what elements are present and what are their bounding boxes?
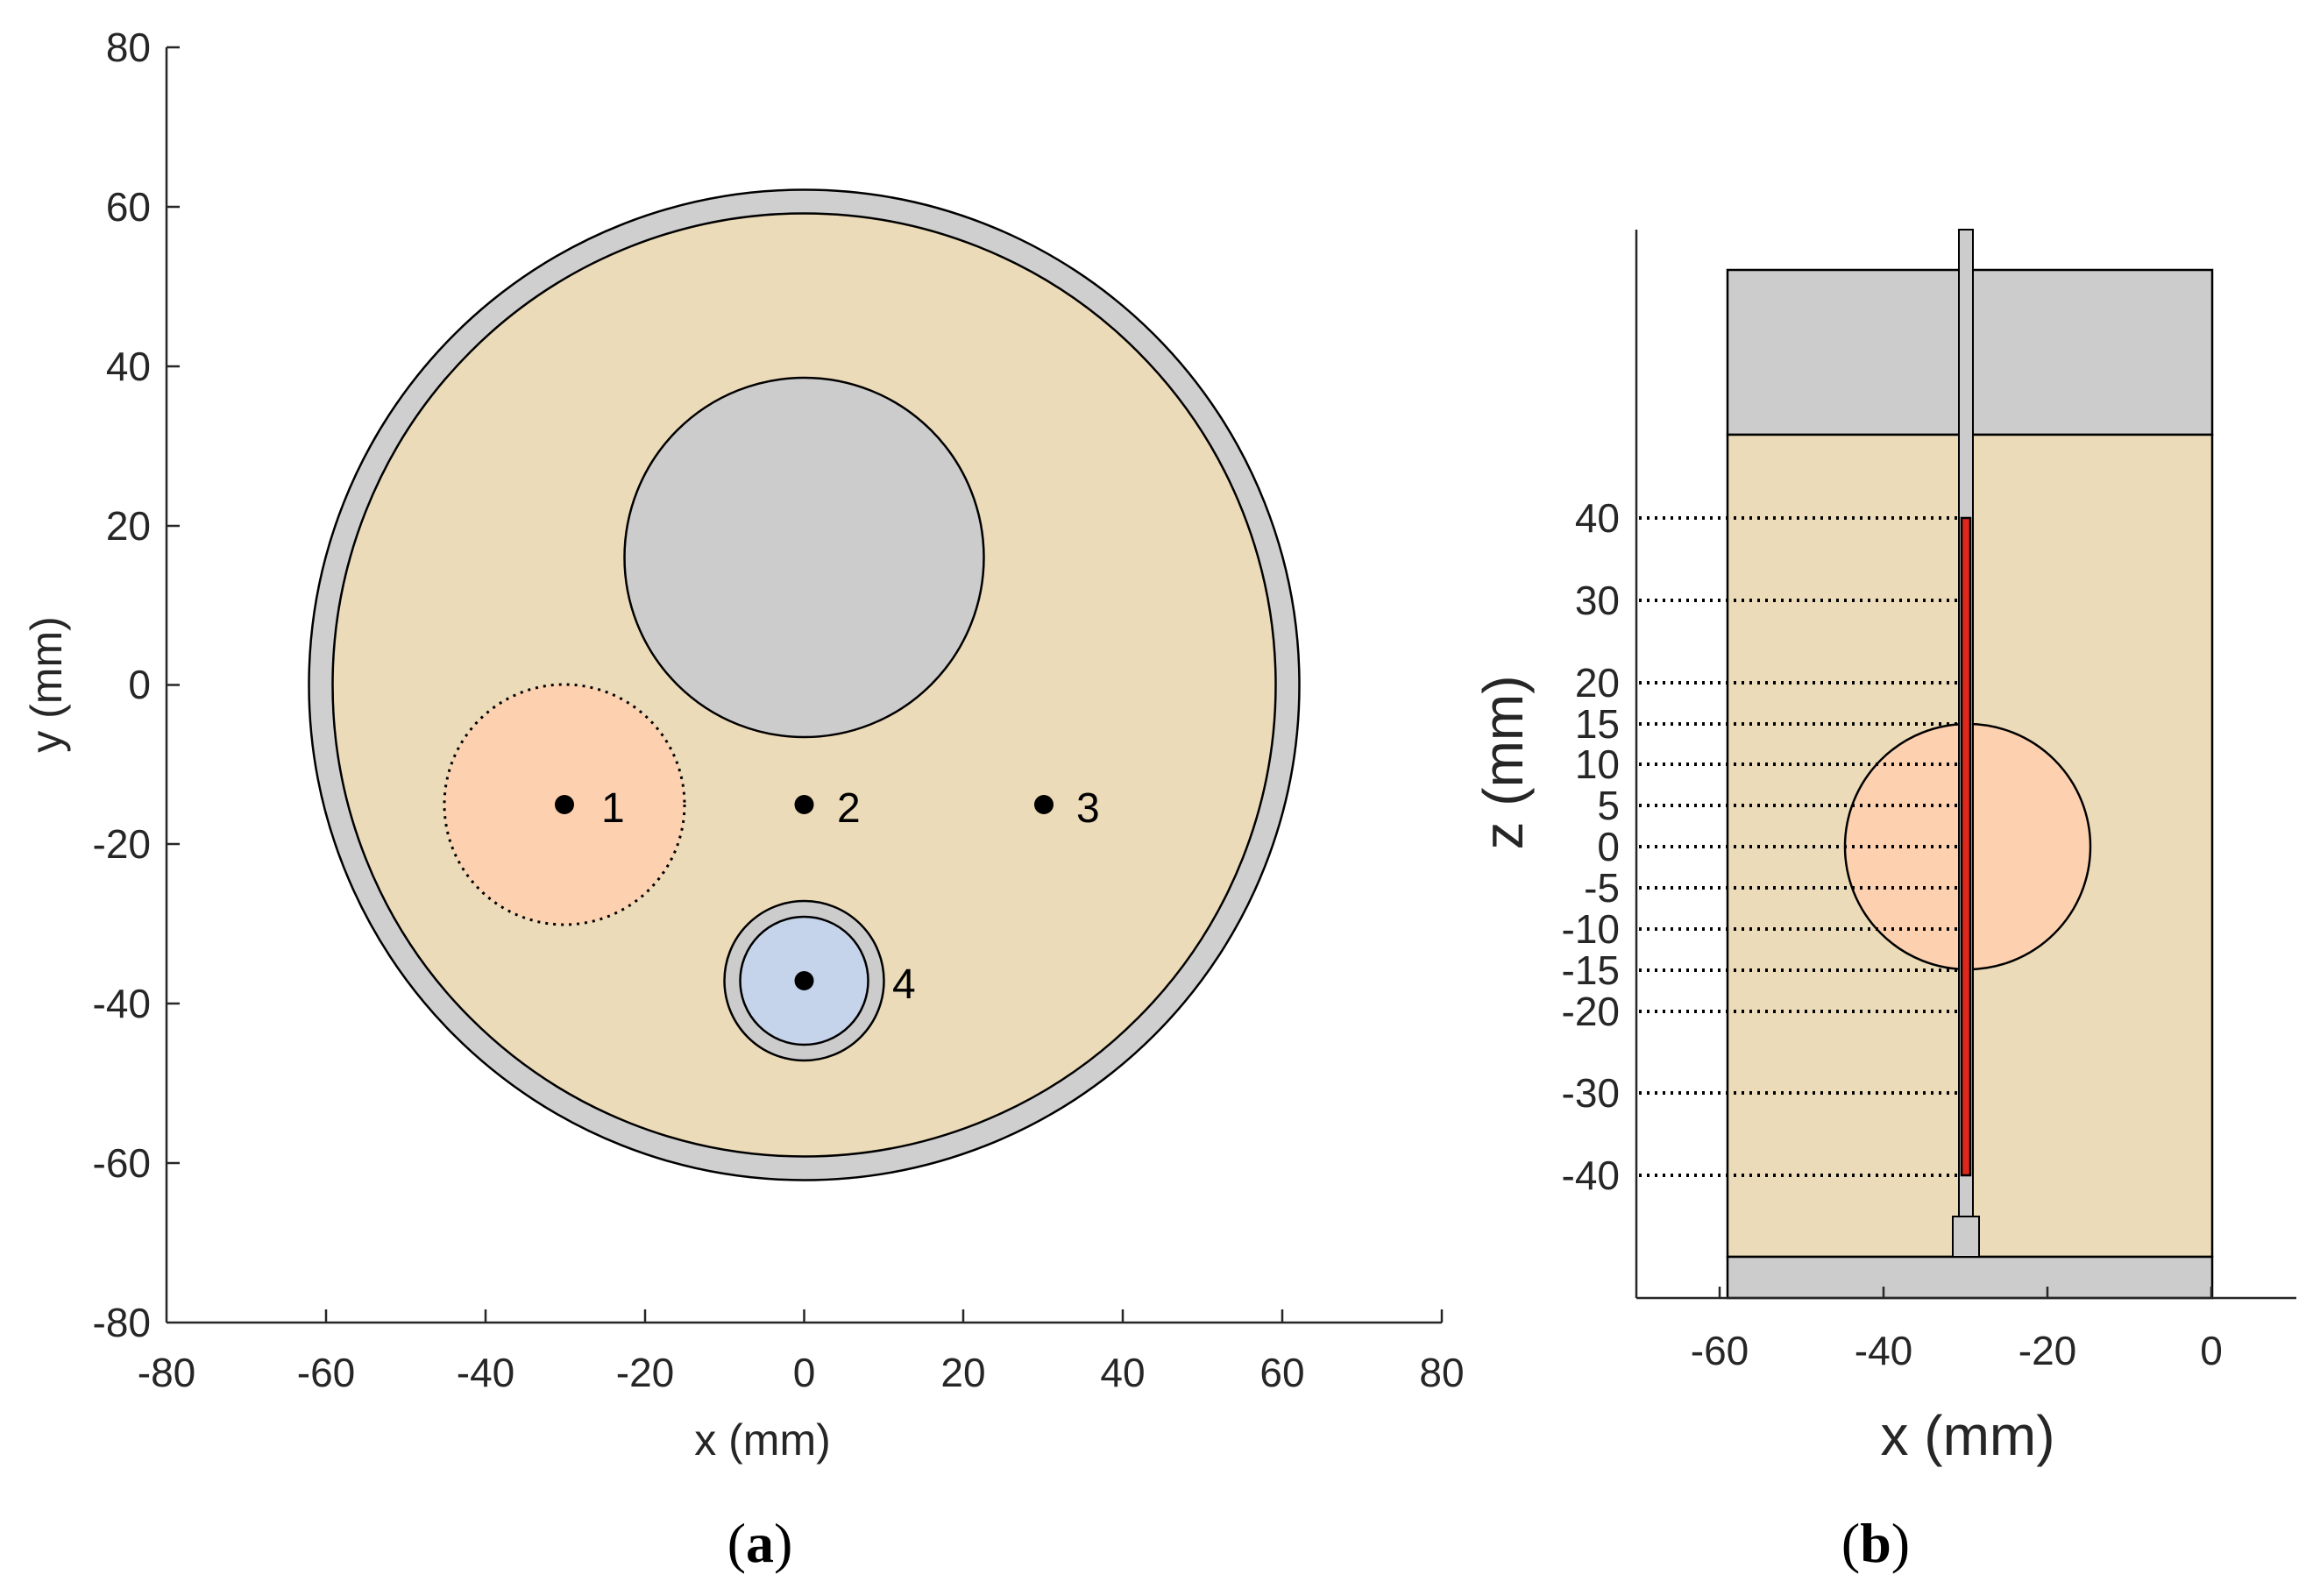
x-tick-label: 80: [1419, 1350, 1464, 1395]
x-tick-label: 0: [793, 1350, 816, 1395]
point-4-marker: [794, 971, 814, 990]
point-4-label: 4: [892, 961, 916, 1008]
x-tick-label: -80: [138, 1350, 195, 1395]
z-tick-label: 40: [1575, 495, 1620, 541]
gray-insert: [623, 376, 985, 739]
y-tick-label: -60: [93, 1140, 151, 1186]
x-tick-label: 20: [940, 1350, 985, 1395]
x-tick-label: -40: [457, 1350, 514, 1395]
z-tick-label: 5: [1597, 783, 1620, 828]
x-ticks: [324, 1309, 1444, 1323]
point-2-marker: [794, 795, 814, 814]
y-ticks: [167, 46, 180, 1165]
x-ticks-b: [1718, 1287, 2213, 1298]
panel-a-caption: (a): [727, 1512, 793, 1574]
z-guide-lines: [1639, 516, 1962, 1177]
z-tick-label: 10: [1575, 741, 1620, 787]
y-tick-label: -40: [93, 981, 151, 1026]
x-axis-label: x (mm): [694, 1415, 831, 1465]
y-tick-label: 0: [128, 662, 151, 707]
y-tick-label: 20: [106, 503, 151, 549]
source-train: [1960, 516, 1972, 1177]
y-tick-label: 40: [106, 344, 151, 389]
z-axis-label: z (mm): [1472, 675, 1535, 849]
z-tick-label: -15: [1562, 947, 1620, 993]
panel-b-caption: (b): [1841, 1512, 1910, 1574]
point-1-marker: [555, 795, 574, 814]
y-axis-label: y (mm): [22, 616, 71, 753]
point-2-label: 2: [837, 785, 861, 832]
y-tick-label: 80: [106, 25, 151, 70]
z-tick-label: 20: [1575, 660, 1620, 706]
x-axis-label-b: x (mm): [1880, 1404, 2054, 1467]
z-tick-label: -30: [1562, 1070, 1620, 1116]
z-tick-label: -20: [1562, 989, 1620, 1034]
point-3-label: 3: [1076, 785, 1100, 832]
z-tick-label: -10: [1562, 906, 1620, 952]
y-tick-label: -20: [93, 821, 151, 867]
z-tick-label: -40: [1562, 1153, 1620, 1198]
z-tick-label: 0: [1597, 824, 1620, 869]
x-tick-label: -60: [297, 1350, 355, 1395]
x-tick-label: 40: [1100, 1350, 1145, 1395]
point-1-label: 1: [601, 785, 625, 832]
point-3-marker: [1034, 795, 1054, 814]
z-tick-label: -5: [1584, 865, 1620, 911]
y-tick-label: -80: [93, 1300, 151, 1345]
catheter-base: [1952, 1216, 1980, 1258]
x-tick-label-b: 0: [2200, 1328, 2223, 1373]
x-tick-label-b: -40: [1855, 1328, 1912, 1373]
y-tick-label: 60: [106, 184, 151, 230]
z-tick-label: 15: [1575, 701, 1620, 747]
x-tick-label: -20: [616, 1350, 674, 1395]
x-tick-label-b: -60: [1691, 1328, 1749, 1373]
panel-b: 40 30 20 15 10 5 0 -5 -10 -15 -20 -30 -4…: [1472, 229, 2296, 1574]
panel-a: 1 2 3 4 80 60 40 20 0 -20 -40 -6: [22, 25, 1465, 1574]
z-tick-label: 30: [1575, 578, 1620, 623]
x-tick-label: 60: [1259, 1350, 1304, 1395]
x-tick-label-b: -20: [2019, 1328, 2076, 1373]
bottom-cap: [1726, 1255, 2214, 1300]
